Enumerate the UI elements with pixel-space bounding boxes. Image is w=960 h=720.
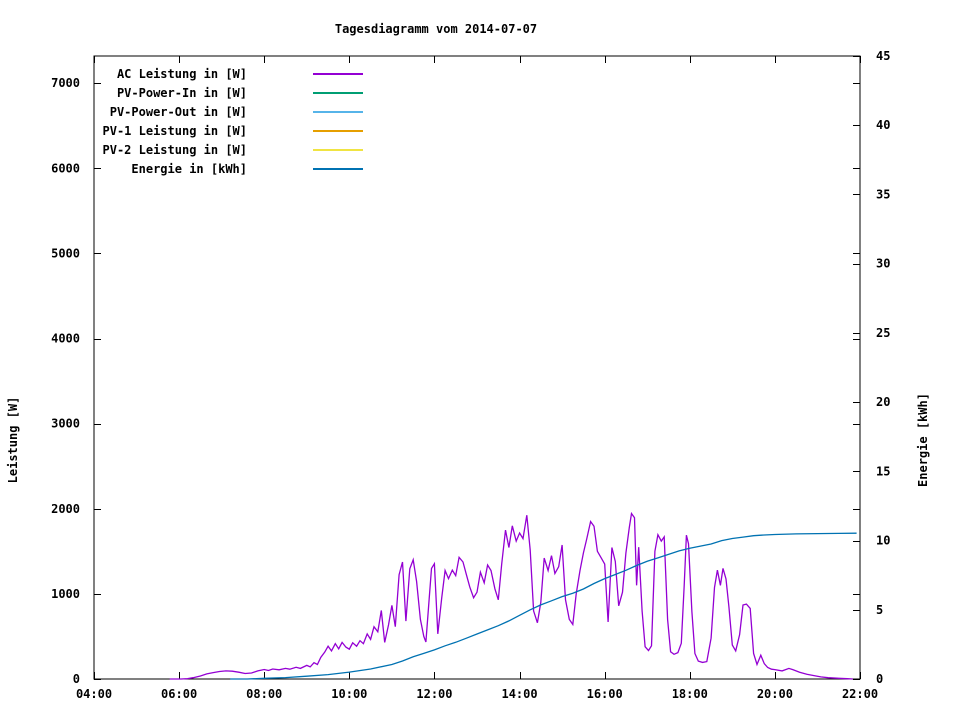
legend-line-sample (313, 129, 363, 132)
x-tick-label: 14:00 (501, 687, 537, 701)
legend-line-sample (313, 167, 363, 170)
series-line-energie-in-kwh (230, 532, 857, 680)
legend-label: PV-2 Leistung in [W] (102, 143, 248, 157)
x-tick-label: 08:00 (246, 687, 282, 701)
legend-label: PV-1 Leistung in [W] (102, 124, 248, 138)
y-left-tick-label: 7000 (51, 76, 80, 90)
y-left-tick-label: 4000 (51, 332, 80, 346)
y-right-tick-label: 0 (876, 672, 883, 686)
chart-title: Tagesdiagramm vom 2014-07-07 (334, 22, 538, 36)
y-left-tick-label: 6000 (51, 161, 80, 175)
y-right-tick-label: 35 (876, 187, 890, 201)
legend-label: AC Leistung in [W] (116, 67, 247, 81)
legend-label: PV-Power-Out in [W] (109, 105, 247, 119)
x-tick-label: 20:00 (757, 687, 793, 701)
legend-line-sample (313, 110, 363, 113)
x-tick-label: 22:00 (842, 687, 878, 701)
x-tick-label: 18:00 (672, 687, 708, 701)
y-left-tick-label: 0 (73, 672, 80, 686)
plot-border (93, 55, 861, 680)
y-right-tick-label: 10 (876, 534, 890, 548)
x-tick-label: 16:00 (587, 687, 623, 701)
y-right-tick-label: 5 (876, 603, 883, 617)
legend-item-pv1-leistung: PV-1 Leistung in [W] (94, 121, 394, 140)
legend-item-pv-power-out: PV-Power-Out in [W] (94, 102, 394, 121)
x-tick-label: 06:00 (161, 687, 197, 701)
legend-item-ac-leistung: AC Leistung in [W] (94, 64, 394, 83)
y-right-tick-label: 45 (876, 49, 890, 63)
legend-item-energie: Energie in [kWh] (94, 159, 394, 178)
legend-label: PV-Power-In in [W] (116, 86, 247, 100)
y-right-tick-label: 20 (876, 395, 890, 409)
x-tick-label: 04:00 (76, 687, 112, 701)
y-left-tick-label: 3000 (51, 417, 80, 431)
legend-label: Energie in [kWh] (131, 162, 247, 176)
y-right-tick-label: 40 (876, 118, 890, 132)
x-tick-label: 10:00 (331, 687, 367, 701)
y-right-tick-label: 30 (876, 257, 890, 271)
legend-line-sample (313, 148, 363, 151)
chart-legend: AC Leistung in [W] PV-Power-In in [W] PV… (94, 64, 394, 178)
x-tick-label: 12:00 (416, 687, 452, 701)
series-line-ac-leistung-in-w (169, 511, 853, 680)
y-left-tick-label: 5000 (51, 246, 80, 260)
y-left-tick-label: 2000 (51, 502, 80, 516)
y-right-tick-label: 25 (876, 326, 890, 340)
legend-line-sample (313, 72, 363, 75)
legend-item-pv2-leistung: PV-2 Leistung in [W] (94, 140, 394, 159)
y-left-tick-label: 1000 (51, 587, 80, 601)
legend-item-pv-power-in: PV-Power-In in [W] (94, 83, 394, 102)
legend-line-sample (313, 91, 363, 94)
y-right-tick-label: 15 (876, 464, 890, 478)
